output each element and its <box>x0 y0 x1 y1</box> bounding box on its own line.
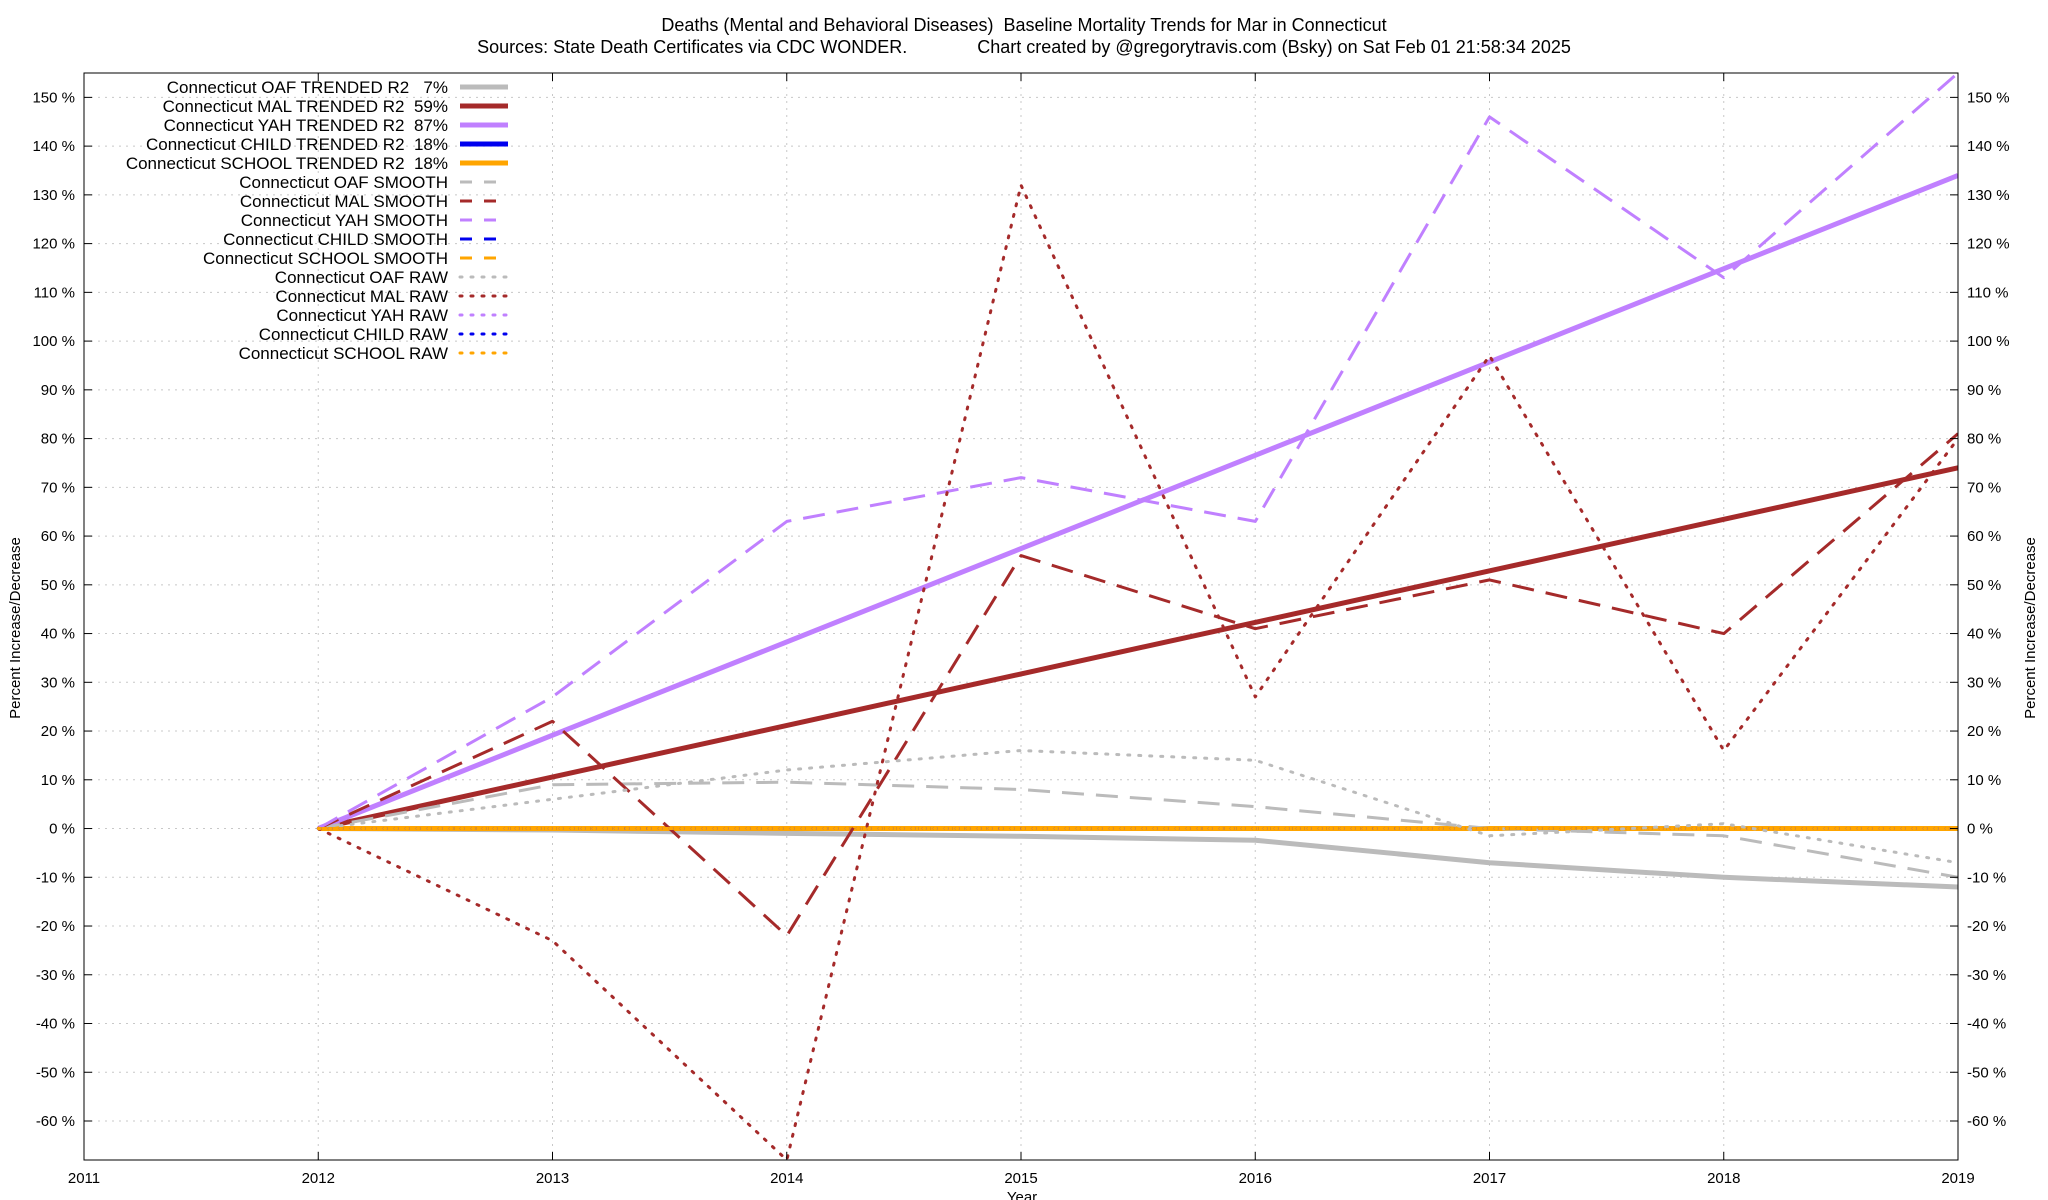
legend-label: Connecticut CHILD TRENDED R2 18% <box>146 135 448 154</box>
y-tick-label-right: 120 % <box>1967 236 2010 253</box>
y-tick-label-right: -60 % <box>1967 1113 2006 1130</box>
y-tick-label-left: 30 % <box>41 674 75 691</box>
series-line-2 <box>317 173 1958 831</box>
x-tick-label: 2011 <box>68 1170 100 1187</box>
legend-label: Connecticut OAF TRENDED R2 7% <box>167 78 448 97</box>
legend-label: Connecticut MAL RAW <box>275 287 448 306</box>
y-tick-label-left: 70 % <box>41 479 75 496</box>
y-tick-label-right: 140 % <box>1967 138 2010 155</box>
y-tick-label-left: 100 % <box>32 333 75 350</box>
series-line-7 <box>317 73 1958 830</box>
x-tick-label: 2018 <box>1707 1170 1740 1187</box>
y-tick-label-left: 40 % <box>41 626 75 643</box>
y-tick-label-left: 150 % <box>32 89 75 106</box>
x-tick-label: 2016 <box>1239 1170 1272 1187</box>
legend-label: Connecticut MAL TRENDED R2 59% <box>163 97 448 116</box>
legend-label: Connecticut CHILD RAW <box>259 325 448 344</box>
legend-label: Connecticut OAF SMOOTH <box>239 173 448 192</box>
legend-label: Connecticut SCHOOL RAW <box>239 344 448 363</box>
y-tick-label-left: -60 % <box>36 1113 75 1130</box>
y-tick-label-right: 60 % <box>1967 528 2001 545</box>
x-tick-label: 2017 <box>1473 1170 1506 1187</box>
series-line-5 <box>318 780 1958 879</box>
series-line-0 <box>318 826 1958 890</box>
series-lines <box>316 73 1958 1160</box>
y-tick-label-right: 10 % <box>1967 772 2001 789</box>
chart-subtitle: Sources: State Death Certificates via CD… <box>477 37 1571 57</box>
legend-label: Connecticut OAF RAW <box>275 268 448 287</box>
legend-label: Connecticut SCHOOL SMOOTH <box>203 249 448 268</box>
chart-title: Deaths (Mental and Behavioral Diseases) … <box>661 15 1386 35</box>
y-tick-label-right: 20 % <box>1967 723 2001 740</box>
legend-label: Connecticut YAH TRENDED R2 87% <box>164 116 448 135</box>
y-tick-label-left: 20 % <box>41 723 75 740</box>
y-tick-label-right: -40 % <box>1967 1016 2006 1033</box>
x-tick-label: 2015 <box>1004 1170 1037 1187</box>
legend-label: Connecticut MAL SMOOTH <box>240 192 448 211</box>
series-line-6 <box>317 432 1958 938</box>
y-tick-label-right: 100 % <box>1967 333 2010 350</box>
y-tick-label-left: 120 % <box>32 236 75 253</box>
y-tick-label-left: -40 % <box>36 1016 75 1033</box>
y-tick-label-right: 150 % <box>1967 89 2010 106</box>
legend-label: Connecticut SCHOOL TRENDED R2 18% <box>126 154 448 173</box>
y-tick-label-left: 130 % <box>32 187 75 204</box>
series-line-10 <box>316 749 1958 865</box>
x-axis-label: Year <box>1007 1189 1037 1200</box>
y-tick-label-left: 90 % <box>41 382 75 399</box>
y-tick-label-left: -50 % <box>36 1064 75 1081</box>
y-tick-label-right: 40 % <box>1967 626 2001 643</box>
x-tick-label: 2014 <box>770 1170 803 1187</box>
y-axis-label-left: Percent Increase/Decrease <box>7 537 24 719</box>
legend-label: Connecticut CHILD SMOOTH <box>223 230 448 249</box>
x-tick-label: 2012 <box>302 1170 335 1187</box>
y-tick-label-left: 140 % <box>32 138 75 155</box>
y-tick-label-right: -50 % <box>1967 1064 2006 1081</box>
series-line-1 <box>317 465 1958 831</box>
tick-labels: 2011 2012 2013 2014 2015 2016 2017 2018 2019 -60 … <box>32 73 2010 1187</box>
y-tick-label-right: 30 % <box>1967 674 2001 691</box>
legend-label: Connecticut YAH SMOOTH <box>241 211 448 230</box>
y-tick-label-left: -20 % <box>36 918 75 935</box>
y-tick-label-right: -10 % <box>1967 869 2006 886</box>
y-tick-label-right: 130 % <box>1967 187 2010 204</box>
series-line-11 <box>316 183 1958 1160</box>
y-tick-label-left: 110 % <box>34 284 75 301</box>
y-tick-label-left: 50 % <box>41 577 75 594</box>
y-tick-label-right: -30 % <box>1967 967 2006 984</box>
y-tick-label-left: -10 % <box>36 869 75 886</box>
y-tick-label-right: 80 % <box>1967 431 2001 448</box>
y-tick-label-left: 0 % <box>49 821 75 838</box>
y-tick-label-right: 70 % <box>1967 479 2001 496</box>
x-tick-label: 2013 <box>536 1170 569 1187</box>
y-tick-label-left: -30 % <box>36 967 75 984</box>
y-tick-label-left: 10 % <box>41 772 75 789</box>
x-tick-label: 2019 <box>1941 1170 1974 1187</box>
y-tick-label-left: 80 % <box>41 431 75 448</box>
y-tick-label-right: 90 % <box>1967 382 2001 399</box>
y-tick-label-left: 60 % <box>41 528 75 545</box>
y-tick-label-right: 110 % <box>1967 284 2008 301</box>
legend: Connecticut OAF TRENDED R2 7%Connecticut… <box>126 78 510 363</box>
legend-label: Connecticut YAH RAW <box>276 306 448 325</box>
y-tick-label-right: 0 % <box>1967 821 1993 838</box>
y-tick-label-right: 50 % <box>1967 577 2001 594</box>
y-tick-label-right: -20 % <box>1967 918 2006 935</box>
y-axis-label-right: Percent Increase/Decrease <box>2022 537 2039 719</box>
